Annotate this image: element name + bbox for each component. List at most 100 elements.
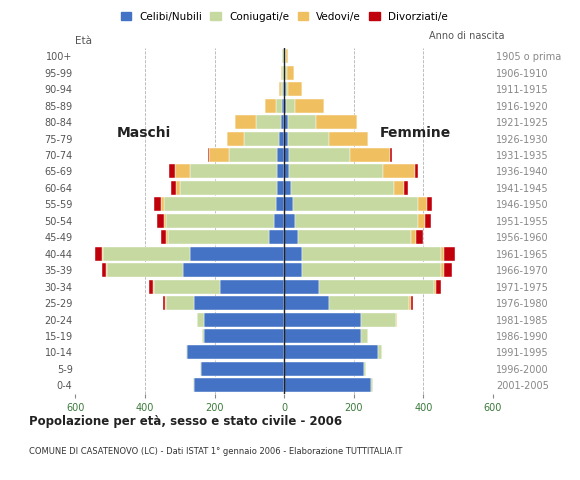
Bar <box>227 132 244 145</box>
Bar <box>197 312 204 326</box>
Bar <box>281 82 283 96</box>
Bar <box>286 49 288 63</box>
Bar <box>284 49 285 63</box>
Bar <box>361 329 368 343</box>
Bar <box>277 181 284 195</box>
Bar <box>302 247 441 261</box>
Bar <box>284 197 293 211</box>
Bar <box>153 280 154 294</box>
Bar <box>281 115 284 129</box>
Bar <box>415 165 418 179</box>
Bar <box>411 230 416 244</box>
Bar <box>361 312 396 326</box>
Text: Anno di nascita: Anno di nascita <box>429 31 505 41</box>
Text: Età: Età <box>75 36 92 47</box>
Bar <box>274 214 284 228</box>
Bar <box>284 378 371 392</box>
Bar <box>165 296 166 310</box>
Bar <box>256 115 281 129</box>
Bar <box>276 98 282 113</box>
Bar <box>434 280 436 294</box>
Bar <box>444 263 452 277</box>
Bar <box>284 115 288 129</box>
Bar <box>282 49 284 63</box>
Bar <box>316 115 357 129</box>
Bar <box>164 197 276 211</box>
Bar <box>175 165 190 179</box>
Bar <box>154 280 220 294</box>
Bar <box>281 66 282 80</box>
Bar <box>282 98 284 113</box>
Bar <box>383 165 415 179</box>
Bar <box>157 214 164 228</box>
Bar <box>194 296 284 310</box>
Bar <box>284 296 329 310</box>
Bar <box>284 132 288 145</box>
Bar <box>166 214 274 228</box>
Bar <box>186 346 187 360</box>
Bar <box>283 82 284 96</box>
Bar <box>193 378 194 392</box>
Legend: Celibi/Nubili, Coniugati/e, Vedovi/e, Divorziati/e: Celibi/Nubili, Coniugati/e, Vedovi/e, Di… <box>121 12 448 22</box>
Bar <box>302 263 441 277</box>
Bar <box>284 280 319 294</box>
Bar <box>284 98 286 113</box>
Bar <box>164 296 165 310</box>
Bar <box>169 165 175 179</box>
Bar <box>295 98 324 113</box>
Bar <box>180 181 277 195</box>
Bar <box>289 148 350 162</box>
Bar <box>364 362 366 376</box>
Bar <box>288 115 316 129</box>
Bar <box>107 263 183 277</box>
Bar <box>102 247 103 261</box>
Bar <box>287 66 293 80</box>
Bar <box>378 346 382 360</box>
Bar <box>102 263 106 277</box>
Bar <box>329 132 368 145</box>
Bar <box>319 280 434 294</box>
Bar <box>204 329 284 343</box>
Bar <box>201 362 284 376</box>
Bar <box>394 181 404 195</box>
Bar <box>200 362 201 376</box>
Bar <box>161 197 164 211</box>
Bar <box>103 247 190 261</box>
Bar <box>229 148 277 162</box>
Bar <box>204 312 284 326</box>
Bar <box>409 296 411 310</box>
Text: COMUNE DI CASATENOVO (LC) - Dati ISTAT 1° gennaio 2006 - Elaborazione TUTTITALIA: COMUNE DI CASATENOVO (LC) - Dati ISTAT 1… <box>29 446 403 456</box>
Bar <box>235 115 256 129</box>
Bar <box>284 362 364 376</box>
Bar <box>293 197 418 211</box>
Bar <box>298 230 411 244</box>
Bar <box>183 263 284 277</box>
Bar <box>350 148 390 162</box>
Bar <box>95 247 102 261</box>
Bar <box>371 378 373 392</box>
Bar <box>265 98 276 113</box>
Bar <box>149 280 153 294</box>
Bar <box>418 197 427 211</box>
Bar <box>154 197 161 211</box>
Bar <box>427 197 432 211</box>
Bar <box>202 329 204 343</box>
Bar <box>176 181 180 195</box>
Bar <box>166 230 168 244</box>
Bar <box>164 214 166 228</box>
Bar <box>418 214 425 228</box>
Bar <box>284 82 285 96</box>
Text: Maschi: Maschi <box>117 126 172 140</box>
Bar <box>284 148 289 162</box>
Bar <box>396 312 397 326</box>
Bar <box>436 280 441 294</box>
Bar <box>279 132 284 145</box>
Bar <box>284 230 298 244</box>
Bar <box>284 165 289 179</box>
Bar <box>209 148 229 162</box>
Bar <box>106 263 107 277</box>
Bar <box>277 148 284 162</box>
Bar <box>291 181 394 195</box>
Bar <box>284 263 302 277</box>
Bar <box>168 230 269 244</box>
